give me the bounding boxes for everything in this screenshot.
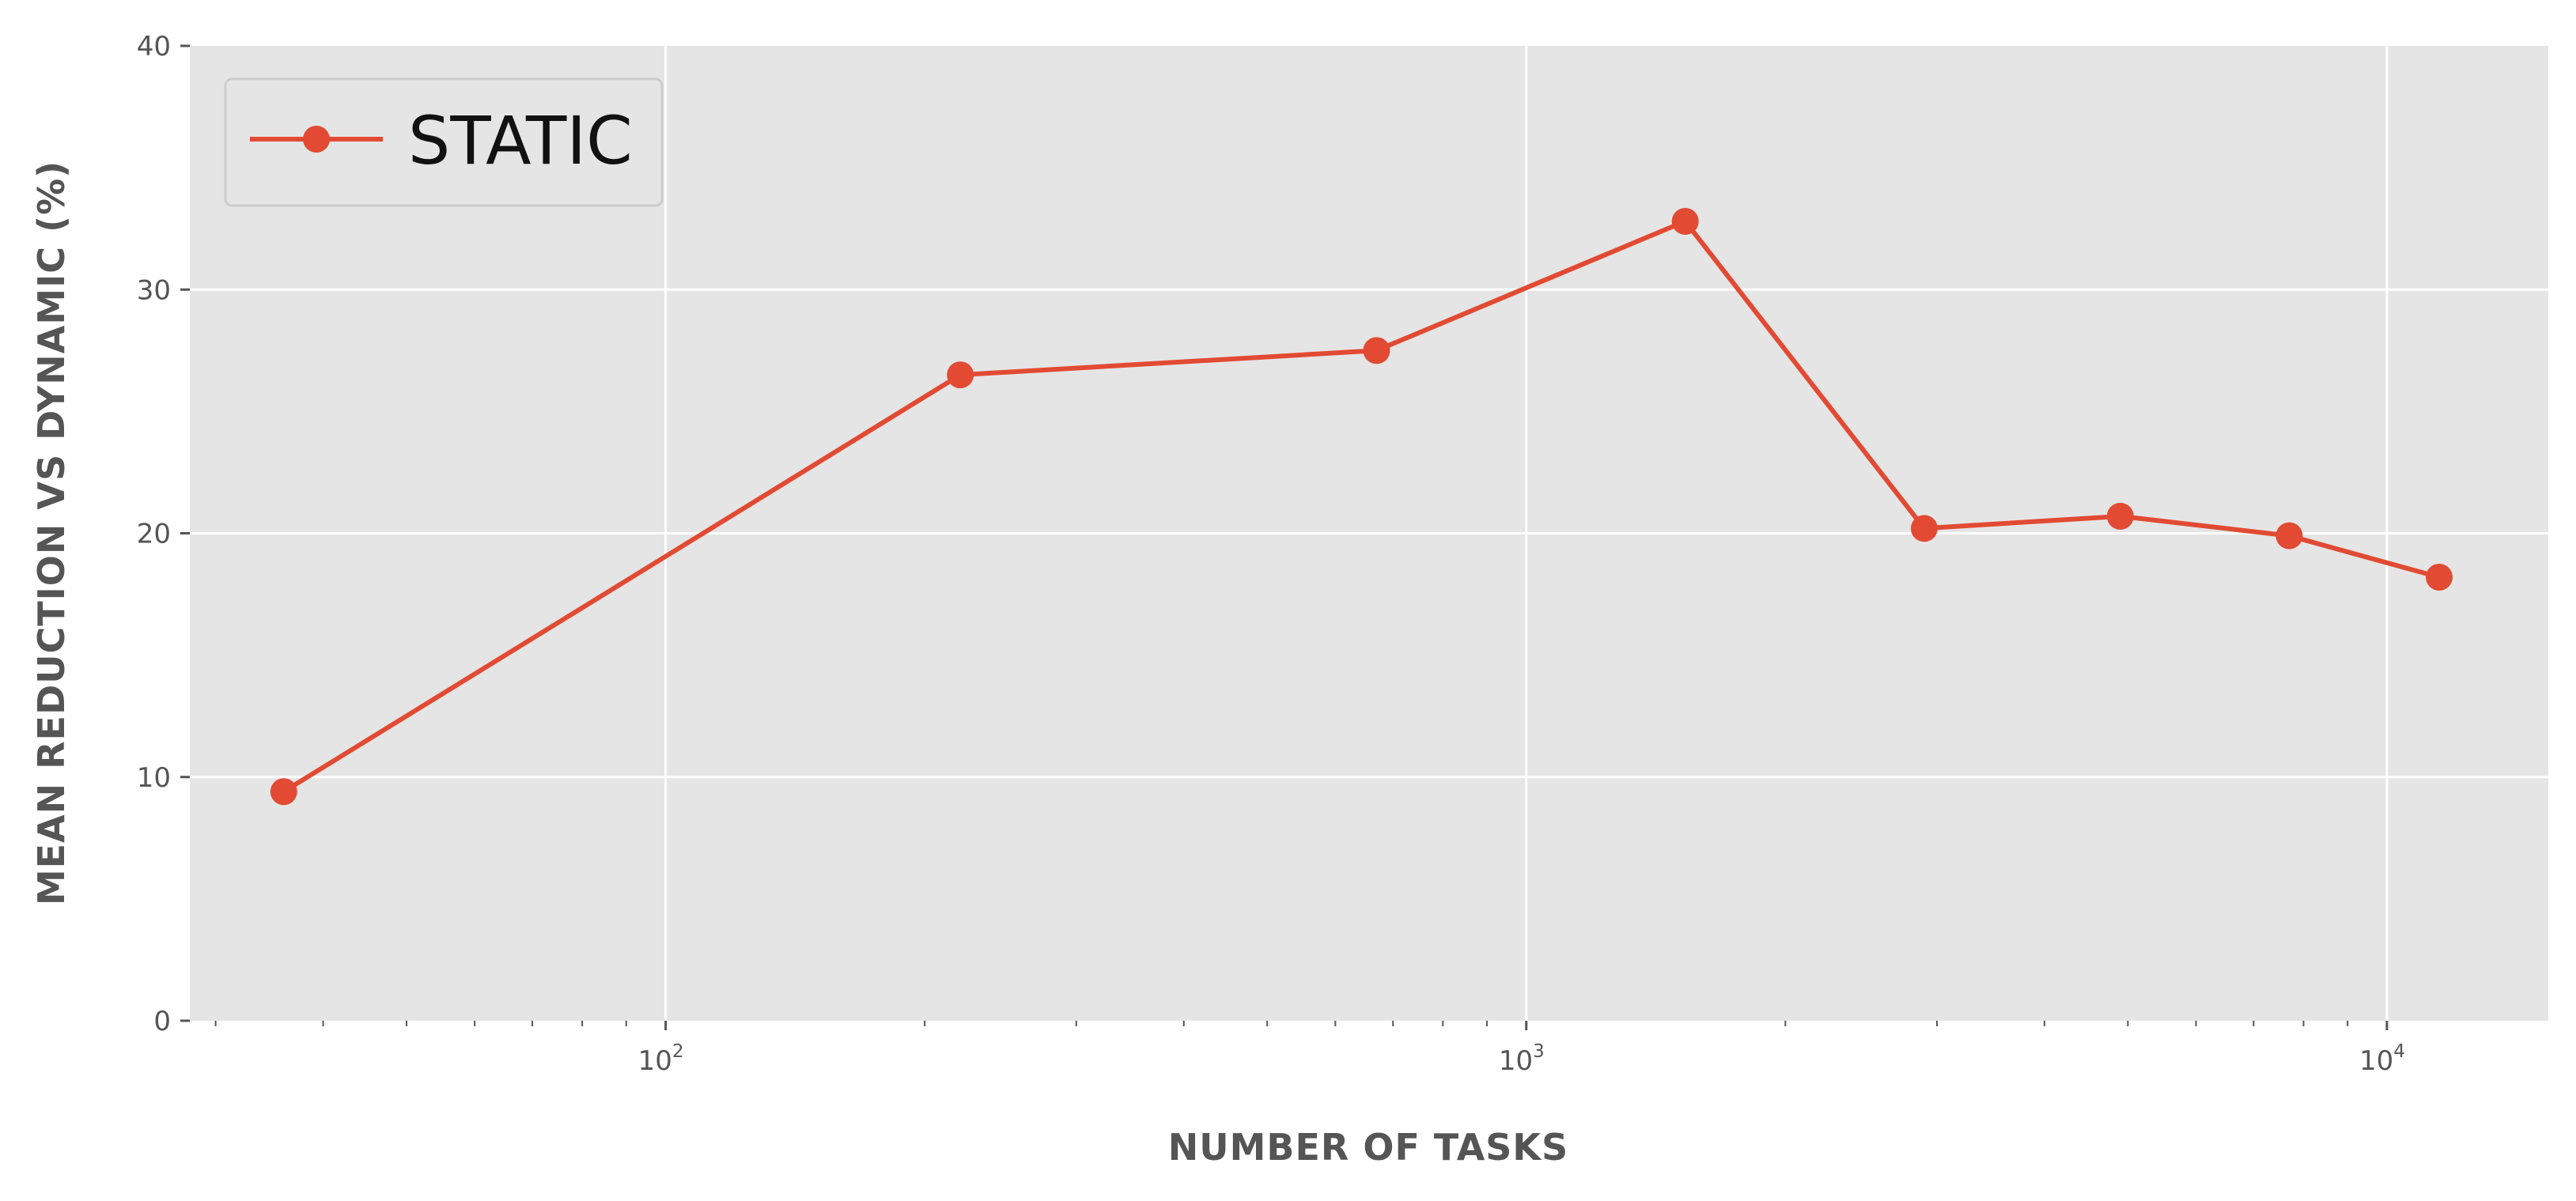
legend: STATIC	[224, 77, 664, 207]
x-tick-label: 102	[638, 1041, 684, 1077]
data-point	[2425, 563, 2453, 591]
legend-box	[224, 77, 664, 207]
data-point	[1910, 515, 1938, 542]
y-tick-label: 40	[137, 31, 171, 62]
y-axis-label: MEAN REDUCTION VS DYNAMIC (%)	[30, 161, 73, 905]
y-tick-label: 30	[137, 274, 171, 306]
x-tick-label: 104	[2359, 1041, 2405, 1077]
data-point	[2275, 522, 2303, 550]
data-point	[947, 361, 974, 389]
legend-marker	[303, 126, 330, 153]
axes: 0 10 20 30 40 102 103 104	[137, 31, 2405, 1077]
y-tick-label: 20	[137, 519, 171, 550]
data-point	[1671, 207, 1699, 235]
series-layer	[270, 207, 2453, 806]
data-point	[1363, 337, 1390, 364]
x-tick-label: 103	[1499, 1041, 1545, 1077]
x-axis-label: NUMBER OF TASKS	[1168, 1126, 1568, 1169]
data-point	[2106, 502, 2134, 530]
y-tick-label: 10	[137, 762, 171, 794]
grid	[190, 46, 2548, 1021]
series-line	[282, 218, 2440, 794]
data-point	[270, 778, 297, 806]
y-tick-label: 0	[153, 1006, 171, 1037]
legend-label: STATIC	[408, 102, 633, 179]
